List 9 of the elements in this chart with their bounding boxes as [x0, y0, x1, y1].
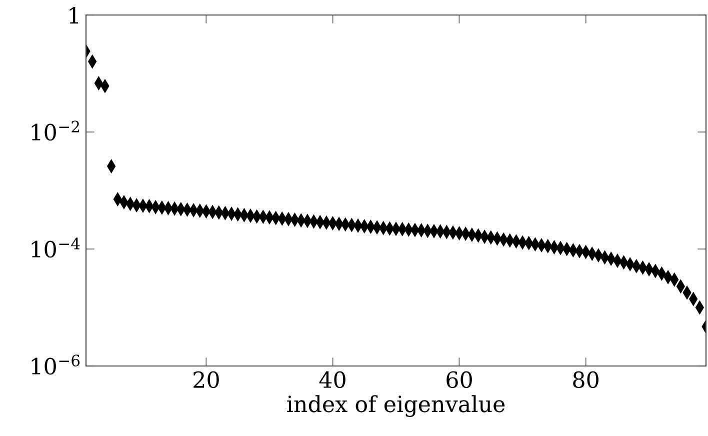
y-tick-label: 10$^{−2}$ — [32, 120, 80, 141]
y-tick-label: 10$^{−6}$ — [32, 354, 80, 375]
x-tick-label: 60 — [446, 371, 472, 388]
x-tick-label: 80 — [573, 371, 598, 388]
x-axis-title: index of eigenvalue — [287, 395, 505, 417]
x-tick-label: 20 — [194, 371, 219, 388]
y-tick-label: 10$^{−4}$ — [32, 238, 80, 258]
y-tick-label: 1 — [70, 6, 78, 24]
x-tick-label: 40 — [319, 371, 346, 388]
